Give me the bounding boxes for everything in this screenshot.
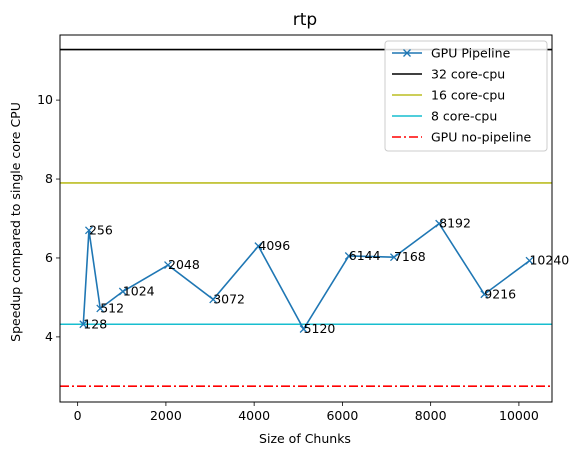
data-point xyxy=(525,256,534,265)
data-point xyxy=(209,295,218,304)
data-label: 9216 xyxy=(484,286,516,301)
axes-frame xyxy=(59,34,553,403)
legend-label: 32 core-cpu xyxy=(431,67,505,82)
legend-label: 16 core-cpu xyxy=(431,88,505,103)
data-label: 128 xyxy=(83,316,107,331)
legend-label: GPU Pipeline xyxy=(431,46,511,61)
chart-title: rtp xyxy=(293,10,317,30)
data-label: 1024 xyxy=(123,284,155,299)
legend-item-gpu-pipeline: GPU Pipeline xyxy=(392,46,511,61)
data-point xyxy=(84,226,93,235)
x-tick-label: 6000 xyxy=(326,408,358,423)
x-tick-label: 8000 xyxy=(415,408,447,423)
legend-label: 8 core-cpu xyxy=(431,109,497,124)
data-label: 6144 xyxy=(349,248,381,263)
y-tick-label: 4 xyxy=(45,329,53,344)
data-point xyxy=(299,325,308,333)
x-axis: 0 2000 4000 6000 8000 10000 xyxy=(74,402,539,423)
x-tick-label: 2000 xyxy=(150,408,182,423)
data-point xyxy=(96,304,105,313)
data-point xyxy=(480,290,489,299)
data-label: 7168 xyxy=(394,249,426,264)
y-axis: 4 6 8 10 xyxy=(37,92,60,344)
data-point xyxy=(435,219,444,228)
data-label: 3072 xyxy=(213,291,245,306)
data-label: 8192 xyxy=(439,216,471,231)
y-tick-label: 8 xyxy=(45,171,53,186)
y-axis-label: Speedup compared to single core CPU xyxy=(8,102,23,342)
x-axis-label: Size of Chunks xyxy=(259,431,351,446)
data-label: 5120 xyxy=(304,321,336,336)
legend-item-16-core-cpu: 16 core-cpu xyxy=(392,88,505,103)
data-label: 2048 xyxy=(168,257,200,272)
data-point xyxy=(389,253,398,262)
data-point xyxy=(344,252,353,260)
series-line-gpu-pipeline xyxy=(82,222,530,331)
data-point xyxy=(118,287,127,296)
y-tick-label: 10 xyxy=(37,92,53,107)
data-point xyxy=(254,242,263,251)
legend-item-32-core-cpu: 32 core-cpu xyxy=(392,67,505,82)
y-tick-label: 6 xyxy=(45,250,53,265)
legend-label: GPU no-pipeline xyxy=(431,130,532,145)
data-label: 10240 xyxy=(529,253,569,268)
x-tick-label: 10000 xyxy=(499,408,539,423)
data-point xyxy=(164,261,172,270)
data-label: 4096 xyxy=(258,238,290,253)
data-label: 512 xyxy=(100,300,124,315)
plot-area xyxy=(60,48,552,388)
legend-box xyxy=(384,40,548,152)
x-tick-label: 4000 xyxy=(238,408,270,423)
legend-item-8-core-cpu: 8 core-cpu xyxy=(392,109,497,124)
data-point xyxy=(79,320,88,329)
data-label: 256 xyxy=(89,222,113,237)
x-tick-label: 0 xyxy=(74,408,82,423)
legend-item-gpu-no-pipeline: GPU no-pipeline xyxy=(392,130,532,145)
legend: GPU Pipeline 32 core-cpu 16 core-cpu 8 core… xyxy=(384,40,548,152)
